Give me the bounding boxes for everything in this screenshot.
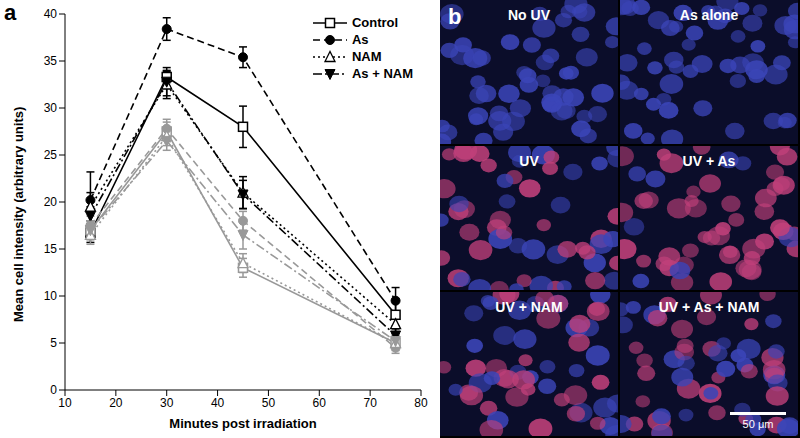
html-text:Control: Control xyxy=(352,15,399,30)
svg-text:70: 70 xyxy=(363,396,377,410)
svg-text:10: 10 xyxy=(58,396,72,410)
svg-text:20: 20 xyxy=(109,396,123,410)
html-text:50 μm: 50 μm xyxy=(742,418,774,430)
svg-text:UV + NAM: UV + NAM xyxy=(495,299,562,315)
svg-text:60: 60 xyxy=(313,396,327,410)
svg-text:5: 5 xyxy=(50,336,57,350)
svg-text:40: 40 xyxy=(44,7,58,21)
svg-text:15: 15 xyxy=(44,242,58,256)
html-text:b: b xyxy=(448,4,462,29)
svg-text:UV: UV xyxy=(519,153,539,169)
svg-text:50: 50 xyxy=(262,396,276,410)
html-text:a: a xyxy=(4,0,17,25)
svg-text:40: 40 xyxy=(211,396,225,410)
svg-text:UV + As + NAM: UV + As + NAM xyxy=(659,299,760,315)
svg-text:Minutes post irradiation: Minutes post irradiation xyxy=(169,416,316,431)
svg-text:25: 25 xyxy=(44,148,58,162)
svg-text:30: 30 xyxy=(160,396,174,410)
svg-text:As alone: As alone xyxy=(680,7,739,23)
svg-text:80: 80 xyxy=(414,396,428,410)
svg-text:35: 35 xyxy=(44,54,58,68)
html-text:As + NAM: As + NAM xyxy=(352,66,413,81)
html-text:NAM: NAM xyxy=(352,49,382,64)
svg-text:UV + As: UV + As xyxy=(683,153,736,169)
svg-text:30: 30 xyxy=(44,101,58,115)
svg-text:10: 10 xyxy=(44,289,58,303)
svg-text:No UV: No UV xyxy=(508,7,551,23)
svg-text:Mean cell intensity (arbitrary: Mean cell intensity (arbitrary units) xyxy=(11,107,26,322)
svg-text:0: 0 xyxy=(50,383,57,397)
svg-text:20: 20 xyxy=(44,195,58,209)
html-text:As: As xyxy=(352,32,369,47)
